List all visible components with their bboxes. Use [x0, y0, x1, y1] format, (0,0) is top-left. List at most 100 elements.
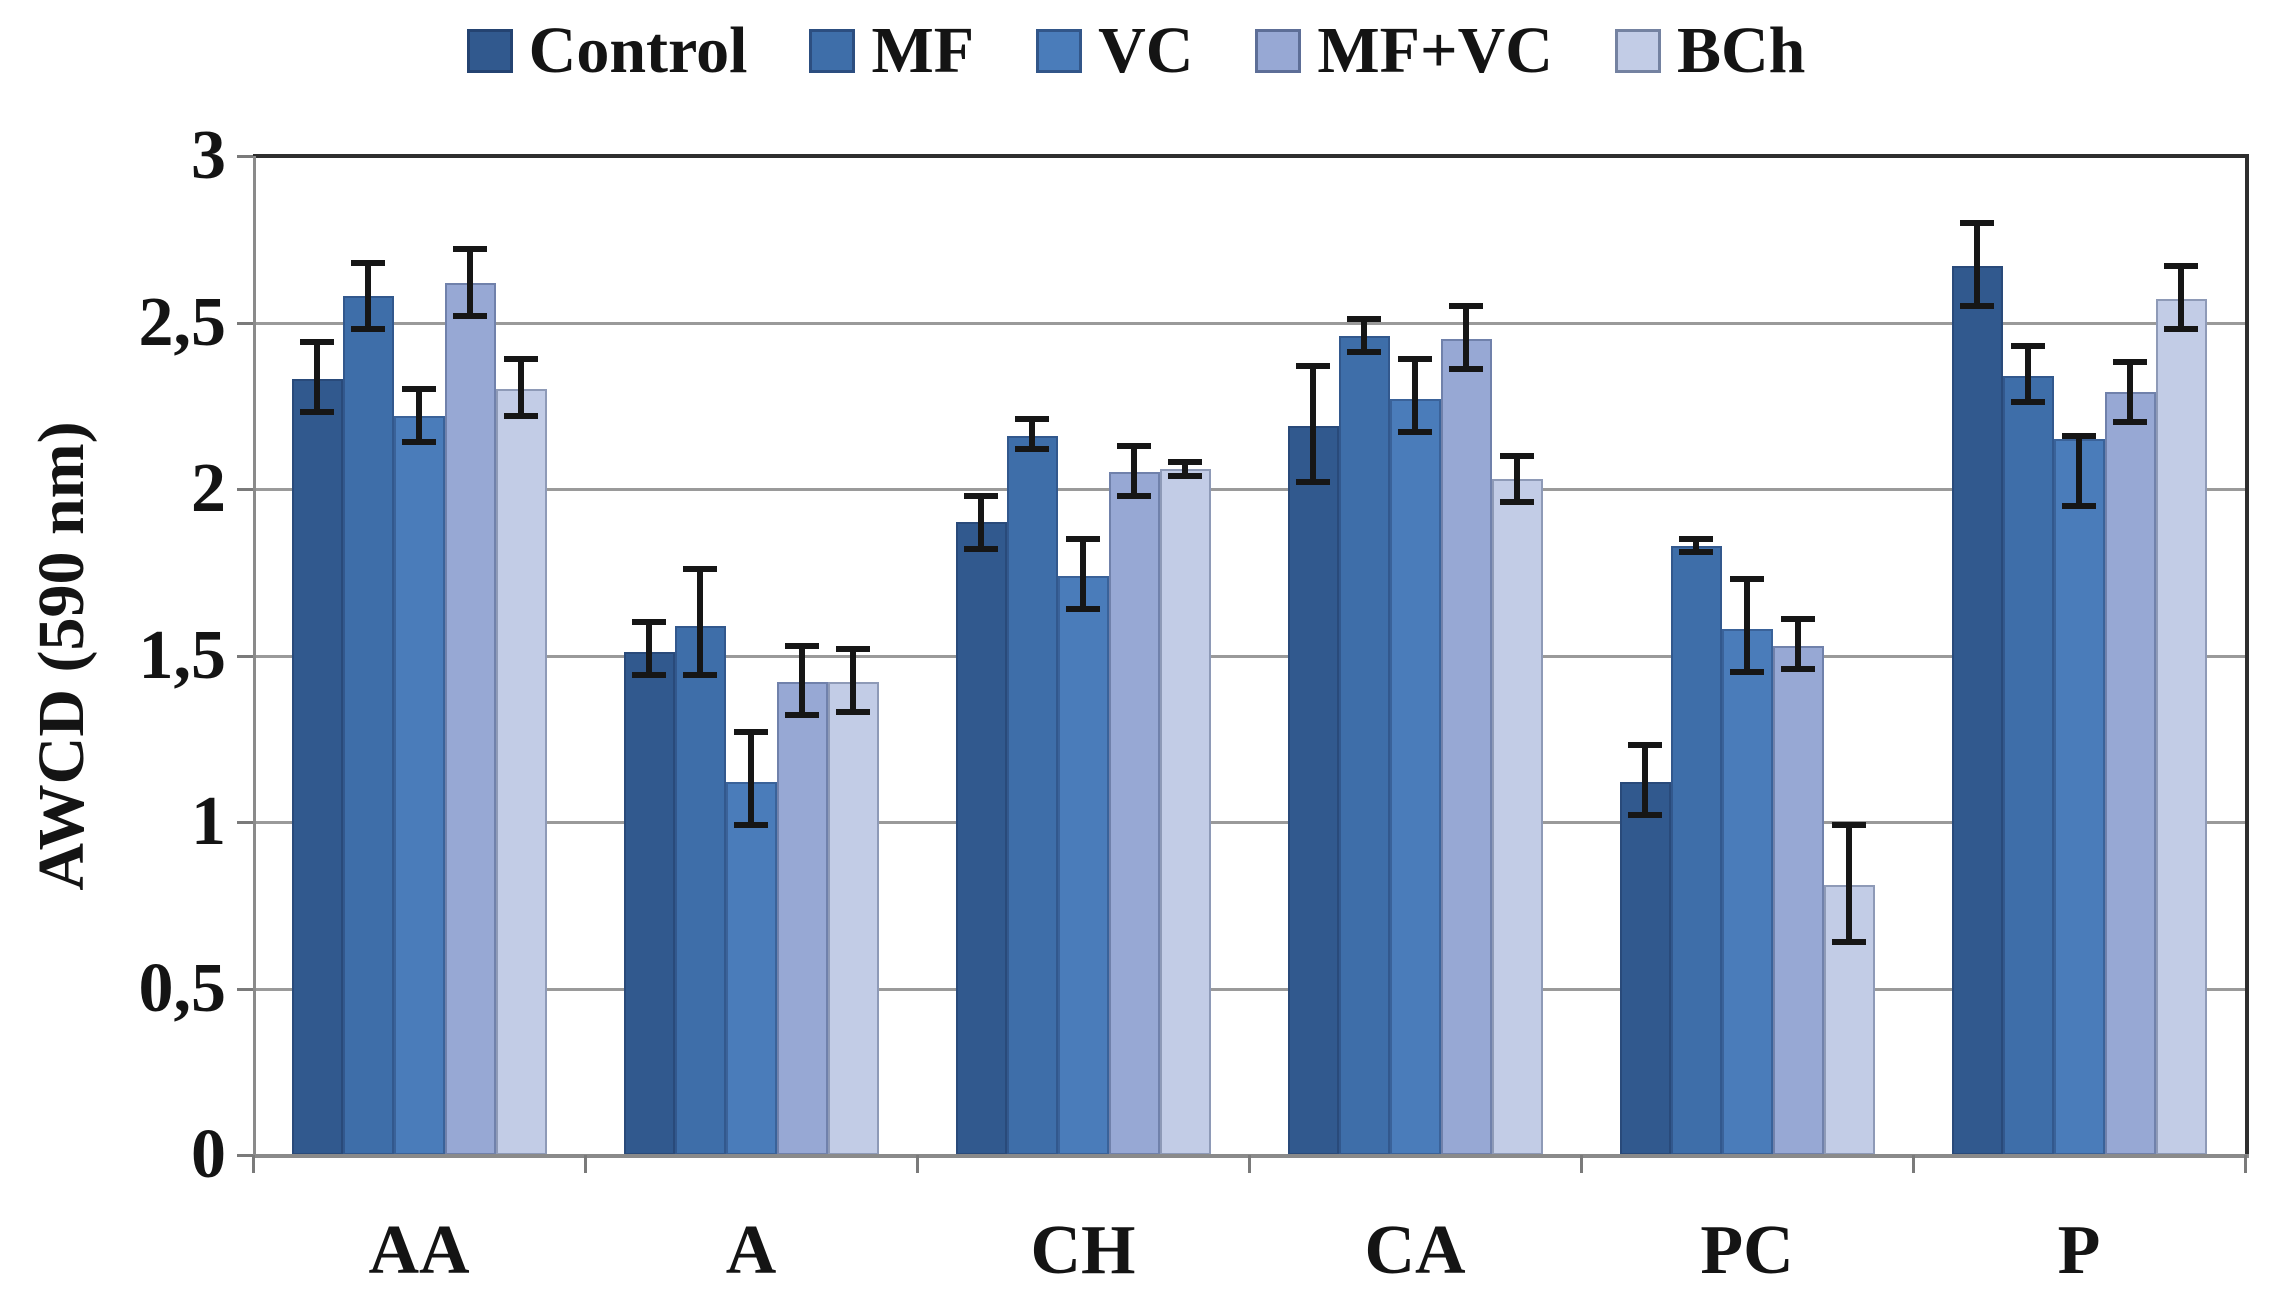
error-bar-cap-bottom	[453, 312, 487, 319]
x-axis-category-label: P	[2057, 1212, 2101, 1289]
x-axis-category-label: CA	[1364, 1212, 1466, 1289]
y-tick-label: 0	[191, 1116, 226, 1193]
legend-item-bch: BCh	[1614, 16, 1805, 86]
y-tick-label: 1,5	[138, 616, 227, 694]
legend-label: MF+VC	[1317, 14, 1553, 87]
error-bar-cap-bottom	[964, 545, 998, 552]
x-axis-category-label: AA	[368, 1212, 470, 1289]
error-bar-cap-bottom	[504, 412, 538, 419]
error-bar-cap-top	[785, 642, 819, 649]
bar-mf-a	[674, 625, 726, 1155]
error-bar-line	[416, 389, 422, 443]
x-tick-mark	[584, 1155, 587, 1173]
error-bar-cap-bottom	[1628, 812, 1662, 819]
error-bar-cap-bottom	[836, 709, 870, 716]
error-bar-cap-top	[1960, 219, 1994, 226]
y-tick-mark	[237, 987, 253, 991]
y-tick-mark	[237, 155, 253, 158]
y-tick-mark	[237, 654, 253, 658]
error-bar-cap-top	[1296, 362, 1330, 369]
legend-item-mf-vc: MF+VC	[1255, 16, 1553, 86]
error-bar-cap-bottom	[300, 409, 334, 416]
error-bar-cap-top	[402, 386, 436, 393]
error-bar-cap-top	[1117, 442, 1151, 449]
error-bar-line	[1846, 825, 1852, 942]
error-bar-line	[2127, 362, 2133, 423]
error-bar-cap-bottom	[1679, 549, 1713, 556]
y-tick-label: 1	[191, 783, 226, 860]
error-bar-cap-top	[300, 339, 334, 346]
error-bar-line	[1361, 319, 1367, 353]
error-bar-line	[314, 342, 320, 413]
error-bar-cap-top	[1168, 459, 1202, 466]
y-tick-label: 3	[191, 117, 226, 194]
error-bar-cap-bottom	[1960, 302, 1994, 309]
error-bar-cap-bottom	[1168, 472, 1202, 479]
y-tick-label: 0,5	[138, 949, 227, 1027]
error-bar-cap-bottom	[632, 672, 666, 679]
x-tick-mark	[1912, 1155, 1915, 1173]
error-bar-cap-bottom	[2113, 419, 2147, 426]
bar-bch-p	[2155, 299, 2207, 1155]
legend-swatch	[1255, 29, 1302, 73]
error-bar-line	[2178, 265, 2184, 330]
bar-mf-pc	[1670, 545, 1722, 1155]
y-tick-mark	[237, 821, 253, 824]
error-bar-line	[467, 249, 473, 316]
error-bar-line	[518, 359, 524, 416]
error-bar-cap-bottom	[1015, 446, 1049, 453]
legend-swatch	[809, 29, 856, 73]
error-bar-cap-bottom	[1347, 349, 1381, 356]
error-bar-line	[1131, 445, 1137, 496]
plot-border-right	[2245, 154, 2249, 1157]
legend-item-control: Control	[466, 14, 748, 87]
error-bar-cap-bottom	[351, 326, 385, 333]
x-tick-mark	[1248, 1155, 1251, 1173]
bar-mf-vc-a	[776, 682, 828, 1155]
error-bar-line	[1693, 538, 1699, 553]
error-bar-line	[1974, 222, 1980, 306]
error-bar-cap-bottom	[734, 822, 768, 829]
gridline	[253, 987, 2245, 991]
y-tick-label: 2	[191, 450, 226, 527]
error-bar-cap-top	[964, 492, 998, 499]
y-axis-line	[253, 156, 256, 1155]
bar-control-ca	[1287, 425, 1339, 1155]
bar-vc-a	[725, 782, 777, 1155]
error-bar-cap-bottom	[1730, 669, 1764, 676]
error-bar-line	[1514, 455, 1520, 503]
gridline	[253, 321, 2245, 325]
bar-vc-pc	[1721, 628, 1773, 1155]
legend: Control MF VC MF+VC BCh	[0, 14, 2272, 88]
gridline	[253, 654, 2245, 658]
bar-mf-ca	[1338, 335, 1390, 1155]
error-bar-cap-top	[1398, 356, 1432, 363]
y-tick-label: 2,5	[138, 283, 227, 361]
error-bar-line	[1412, 359, 1418, 433]
error-bar-cap-top	[2164, 262, 2198, 269]
bar-mf-vc-p	[2104, 392, 2156, 1155]
legend-item-mf: MF	[809, 16, 974, 86]
error-bar-cap-bottom	[2062, 502, 2096, 509]
error-bar-cap-top	[1449, 302, 1483, 309]
error-bar-cap-top	[734, 729, 768, 736]
bar-vc-ca	[1389, 399, 1441, 1155]
error-bar-cap-top	[632, 619, 666, 626]
error-bar-cap-bottom	[1066, 605, 1100, 612]
legend-label: Control	[528, 14, 748, 87]
x-axis-category-label: CH	[1030, 1212, 1136, 1289]
error-bar-line	[1795, 618, 1801, 669]
x-tick-mark	[2244, 1155, 2247, 1173]
bar-control-ch	[955, 522, 1007, 1155]
error-bar-cap-bottom	[2011, 399, 2045, 406]
bar-control-a	[623, 652, 675, 1155]
y-tick-mark	[237, 488, 253, 491]
bar-mf-p	[2002, 375, 2054, 1155]
error-bar-cap-top	[2011, 342, 2045, 349]
bar-mf-aa	[342, 295, 394, 1155]
error-bar-cap-top	[1347, 316, 1381, 323]
error-bar-line	[850, 648, 856, 713]
error-bar-cap-top	[1832, 822, 1866, 829]
legend-label: VC	[1098, 14, 1194, 87]
